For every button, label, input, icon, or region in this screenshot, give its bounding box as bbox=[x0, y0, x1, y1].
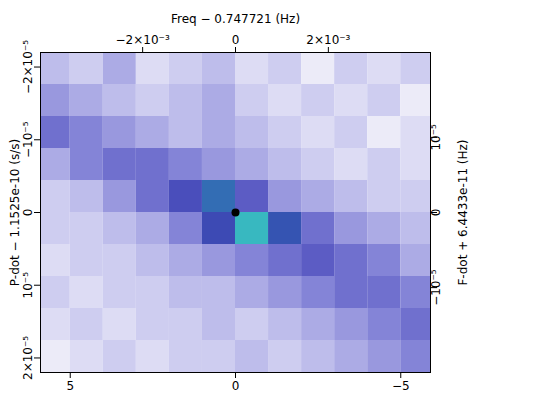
svg-text:5: 5 bbox=[66, 379, 74, 393]
svg-text:−2×10⁻⁵: −2×10⁻⁵ bbox=[21, 40, 35, 94]
svg-text:F-dot + 6.4433e-11 (Hz): F-dot + 6.4433e-11 (Hz) bbox=[456, 139, 470, 285]
svg-text:0: 0 bbox=[232, 33, 240, 47]
svg-text:−10⁻⁵: −10⁻⁵ bbox=[429, 269, 443, 306]
svg-text:2×10⁻³: 2×10⁻³ bbox=[306, 33, 350, 47]
svg-text:P-dot − 1.1525e-10 (s/s): P-dot − 1.1525e-10 (s/s) bbox=[8, 139, 22, 286]
svg-text:−2×10⁻³: −2×10⁻³ bbox=[116, 33, 170, 47]
svg-text:−5: −5 bbox=[392, 379, 410, 393]
svg-text:10⁻⁵: 10⁻⁵ bbox=[21, 272, 35, 299]
svg-text:10⁻⁵: 10⁻⁵ bbox=[429, 124, 443, 151]
svg-text:−10⁻⁵: −10⁻⁵ bbox=[21, 121, 35, 158]
svg-text:0: 0 bbox=[429, 209, 443, 217]
svg-text:2×10⁻⁵: 2×10⁻⁵ bbox=[21, 336, 35, 380]
svg-text:0: 0 bbox=[21, 209, 35, 217]
svg-text:Freq − 0.747721 (Hz): Freq − 0.747721 (Hz) bbox=[171, 12, 300, 26]
svg-text:0: 0 bbox=[232, 379, 240, 393]
